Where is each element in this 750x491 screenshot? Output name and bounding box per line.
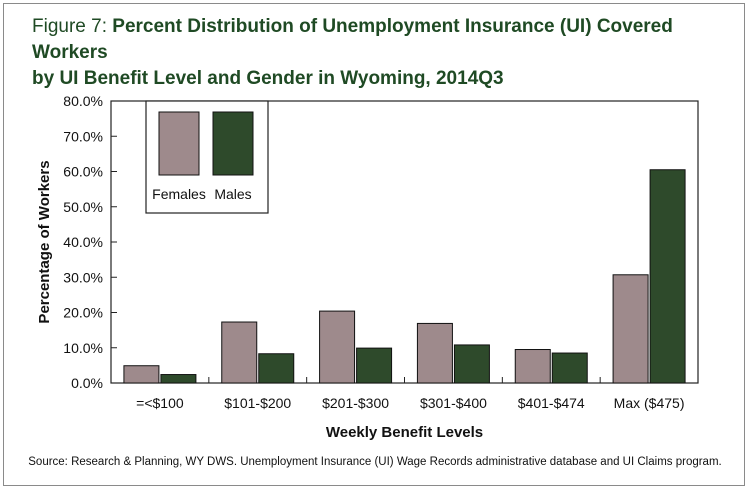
x-axis-title: Weekly Benefit Levels bbox=[326, 424, 483, 441]
y-tick-label: 0.0% bbox=[71, 375, 103, 391]
y-tick-label: 80.0% bbox=[63, 93, 103, 109]
x-tick-label: =<$100 bbox=[136, 395, 184, 411]
x-tick-label: $401-$474 bbox=[518, 395, 585, 411]
x-tick-label: Max ($475) bbox=[614, 395, 685, 411]
x-tick-label: $301-$400 bbox=[420, 395, 487, 411]
chart-frame bbox=[3, 3, 745, 486]
bar-males-3 bbox=[356, 347, 393, 384]
y-tick-label: 40.0% bbox=[63, 234, 103, 250]
bar-males-4 bbox=[453, 344, 490, 384]
legend-label-females: Females bbox=[152, 186, 206, 202]
bar-males-1 bbox=[160, 374, 197, 384]
source-note: Source: Research & Planning, WY DWS. Une… bbox=[28, 456, 722, 468]
bar-females-2 bbox=[221, 321, 258, 384]
y-tick-label: 30.0% bbox=[63, 269, 103, 285]
y-axis-title: Percentage of Workers bbox=[36, 160, 53, 323]
title-line-2: by UI Benefit Level and Gender in Wyomin… bbox=[32, 68, 504, 89]
legend-label-males: Males bbox=[214, 186, 251, 202]
bar-females-3 bbox=[319, 310, 356, 384]
y-tick-label: 70.0% bbox=[63, 128, 103, 144]
bar-females-5 bbox=[514, 349, 551, 384]
legend-swatch-males bbox=[212, 111, 254, 176]
y-tick-label: 10.0% bbox=[63, 340, 103, 356]
legend-swatch-females bbox=[158, 111, 200, 176]
bar-males-6 bbox=[649, 169, 686, 384]
y-tick-label: 20.0% bbox=[63, 305, 103, 321]
bar-males-2 bbox=[258, 353, 295, 384]
figure-label: Figure 7: bbox=[32, 16, 107, 37]
y-tick-label: 60.0% bbox=[63, 164, 103, 180]
bar-females-6 bbox=[612, 274, 649, 384]
x-tick-label: $101-$200 bbox=[224, 395, 291, 411]
title-line-1: Percent Distribution of Unemployment Ins… bbox=[32, 16, 673, 63]
bar-females-1 bbox=[123, 365, 160, 384]
chart-title: Figure 7: Percent Distribution of Unempl… bbox=[32, 14, 732, 92]
x-tick-label: $201-$300 bbox=[322, 395, 389, 411]
y-tick-label: 50.0% bbox=[63, 199, 103, 215]
bar-males-5 bbox=[551, 352, 588, 384]
bar-females-4 bbox=[416, 322, 453, 384]
